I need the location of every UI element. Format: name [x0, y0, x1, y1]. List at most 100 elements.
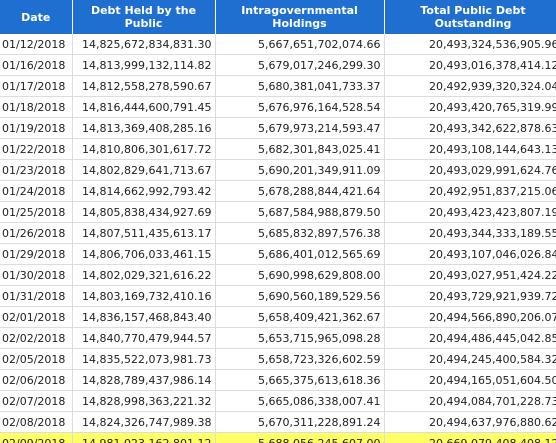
cell-debt-held-by-public: 14,806,706,033,461.15 — [72, 243, 216, 265]
table-row: 02/01/2018 14,836,157,468,843.40 5,658,409… — [0, 306, 556, 328]
cell-total-public-debt: 20,494,245,400,584.32 — [384, 348, 556, 370]
cell-date: 01/24/2018 — [0, 180, 73, 202]
cell-date: 01/18/2018 — [0, 96, 73, 118]
cell-date: 01/12/2018 — [0, 34, 73, 55]
cell-intragovernmental-holdings: 5,680,381,041,733.37 — [215, 75, 385, 97]
cell-debt-held-by-public: 14,813,369,408,285.16 — [72, 117, 216, 139]
cell-total-public-debt: 20,494,084,701,228.73 — [384, 390, 556, 412]
cell-total-public-debt: 20,494,566,890,206.07 — [384, 306, 556, 328]
table-row: 01/29/2018 14,806,706,033,461.15 5,686,401… — [0, 243, 556, 265]
table-row: 01/26/2018 14,807,511,435,613.17 5,685,832… — [0, 222, 556, 244]
table-header: Date Debt Held by the Public Intragovern… — [0, 0, 556, 34]
cell-date: 01/29/2018 — [0, 243, 73, 265]
cell-date: 01/31/2018 — [0, 285, 73, 307]
cell-date: 02/06/2018 — [0, 369, 73, 391]
cell-intragovernmental-holdings: 5,665,375,613,618.36 — [215, 369, 385, 391]
cell-total-public-debt: 20,493,729,921,939.72 — [384, 285, 556, 307]
header-intragovernmental-holdings: Intragovernmental Holdings — [215, 0, 385, 34]
cell-debt-held-by-public: 14,813,999,132,114.82 — [72, 54, 216, 76]
cell-total-public-debt: 20,492,951,837,215.06 — [384, 180, 556, 202]
cell-date: 01/25/2018 — [0, 201, 73, 223]
cell-intragovernmental-holdings: 5,670,311,228,891.24 — [215, 411, 385, 433]
cell-intragovernmental-holdings: 5,682,301,843,025.41 — [215, 138, 385, 160]
cell-date: 01/26/2018 — [0, 222, 73, 244]
cell-date: 02/02/2018 — [0, 327, 73, 349]
cell-intragovernmental-holdings: 5,658,723,326,602.59 — [215, 348, 385, 370]
cell-debt-held-by-public: 14,981,023,162,801.12 — [72, 432, 216, 443]
cell-debt-held-by-public: 14,836,157,468,843.40 — [72, 306, 216, 328]
cell-intragovernmental-holdings: 5,678,288,844,421.64 — [215, 180, 385, 202]
table-row: 01/17/2018 14,812,558,278,590.67 5,680,381… — [0, 75, 556, 97]
cell-date: 01/30/2018 — [0, 264, 73, 286]
header-date: Date — [0, 0, 73, 34]
cell-debt-held-by-public: 14,802,829,641,713.67 — [72, 159, 216, 181]
cell-total-public-debt: 20,494,165,051,604.50 — [384, 369, 556, 391]
cell-total-public-debt: 20,493,420,765,319.99 — [384, 96, 556, 118]
cell-debt-held-by-public: 14,828,998,363,221.32 — [72, 390, 216, 412]
cell-debt-held-by-public: 14,807,511,435,613.17 — [72, 222, 216, 244]
cell-total-public-debt: 20,494,637,976,880.62 — [384, 411, 556, 433]
cell-debt-held-by-public: 14,802,029,321,616.22 — [72, 264, 216, 286]
table-row: 01/23/2018 14,802,829,641,713.67 5,690,201… — [0, 159, 556, 181]
cell-debt-held-by-public: 14,810,806,301,617.72 — [72, 138, 216, 160]
table-row: 02/09/2018 14,981,023,162,801.12 5,688,056… — [0, 432, 556, 443]
cell-total-public-debt: 20,493,029,991,624.76 — [384, 159, 556, 181]
cell-date: 01/17/2018 — [0, 75, 73, 97]
cell-intragovernmental-holdings: 5,690,201,349,911.09 — [215, 159, 385, 181]
header-debt-held-by-public: Debt Held by the Public — [72, 0, 216, 34]
table-row: 02/06/2018 14,828,789,437,986.14 5,665,375… — [0, 369, 556, 391]
table-row: 02/02/2018 14,840,770,479,944.57 5,653,715… — [0, 327, 556, 349]
cell-intragovernmental-holdings: 5,658,409,421,362.67 — [215, 306, 385, 328]
cell-intragovernmental-holdings: 5,676,976,164,528.54 — [215, 96, 385, 118]
cell-intragovernmental-holdings: 5,679,973,214,593.47 — [215, 117, 385, 139]
header-total-public-debt: Total Public Debt Outstanding — [384, 0, 556, 34]
cell-intragovernmental-holdings: 5,690,560,189,529.56 — [215, 285, 385, 307]
cell-intragovernmental-holdings: 5,679,017,246,299.30 — [215, 54, 385, 76]
cell-debt-held-by-public: 14,825,672,834,831.30 — [72, 34, 216, 55]
cell-debt-held-by-public: 14,835,522,073,981.73 — [72, 348, 216, 370]
cell-total-public-debt: 20,493,016,378,414.12 — [384, 54, 556, 76]
cell-total-public-debt: 20,493,342,622,878.63 — [384, 117, 556, 139]
table-body: 01/12/2018 14,825,672,834,831.30 5,667,651… — [0, 34, 556, 443]
table-row: 01/25/2018 14,805,838,434,927.69 5,687,584… — [0, 201, 556, 223]
cell-total-public-debt: 20,493,344,333,189.55 — [384, 222, 556, 244]
cell-debt-held-by-public: 14,814,662,992,793.42 — [72, 180, 216, 202]
table-row: 02/08/2018 14,824,326,747,989.38 5,670,311… — [0, 411, 556, 433]
cell-total-public-debt: 20,493,107,046,026.84 — [384, 243, 556, 265]
cell-date: 02/07/2018 — [0, 390, 73, 412]
table-row: 01/24/2018 14,814,662,992,793.42 5,678,288… — [0, 180, 556, 202]
cell-intragovernmental-holdings: 5,667,651,702,074.66 — [215, 34, 385, 55]
cell-date: 02/09/2018 — [0, 432, 73, 443]
cell-total-public-debt: 20,493,324,536,905.96 — [384, 34, 556, 55]
cell-date: 02/01/2018 — [0, 306, 73, 328]
table-row: 01/30/2018 14,802,029,321,616.22 5,690,998… — [0, 264, 556, 286]
cell-intragovernmental-holdings: 5,687,584,988,879.50 — [215, 201, 385, 223]
cell-total-public-debt: 20,492,939,320,324.04 — [384, 75, 556, 97]
table-row: 02/07/2018 14,828,998,363,221.32 5,665,086… — [0, 390, 556, 412]
cell-total-public-debt: 20,493,027,951,424.22 — [384, 264, 556, 286]
cell-intragovernmental-holdings: 5,653,715,965,098.28 — [215, 327, 385, 349]
cell-date: 02/05/2018 — [0, 348, 73, 370]
table-row: 02/05/2018 14,835,522,073,981.73 5,658,723… — [0, 348, 556, 370]
cell-date: 01/22/2018 — [0, 138, 73, 160]
cell-date: 02/08/2018 — [0, 411, 73, 433]
table-row: 01/12/2018 14,825,672,834,831.30 5,667,651… — [0, 34, 556, 55]
cell-total-public-debt: 20,669,079,408,408.12 — [384, 432, 556, 443]
cell-intragovernmental-holdings: 5,685,832,897,576.38 — [215, 222, 385, 244]
header-row: Date Debt Held by the Public Intragovern… — [0, 0, 556, 34]
cell-debt-held-by-public: 14,840,770,479,944.57 — [72, 327, 216, 349]
cell-total-public-debt: 20,494,486,445,042.85 — [384, 327, 556, 349]
table-row: 01/31/2018 14,803,169,732,410.16 5,690,560… — [0, 285, 556, 307]
cell-total-public-debt: 20,493,423,423,807.19 — [384, 201, 556, 223]
cell-debt-held-by-public: 14,828,789,437,986.14 — [72, 369, 216, 391]
cell-intragovernmental-holdings: 5,665,086,338,007.41 — [215, 390, 385, 412]
cell-intragovernmental-holdings: 5,686,401,012,565.69 — [215, 243, 385, 265]
table-row: 01/16/2018 14,813,999,132,114.82 5,679,017… — [0, 54, 556, 76]
table-row: 01/19/2018 14,813,369,408,285.16 5,679,973… — [0, 117, 556, 139]
cell-date: 01/19/2018 — [0, 117, 73, 139]
cell-intragovernmental-holdings: 5,688,056,245,607.00 — [215, 432, 385, 443]
table-row: 01/18/2018 14,816,444,600,791.45 5,676,976… — [0, 96, 556, 118]
table-row: 01/22/2018 14,810,806,301,617.72 5,682,301… — [0, 138, 556, 160]
